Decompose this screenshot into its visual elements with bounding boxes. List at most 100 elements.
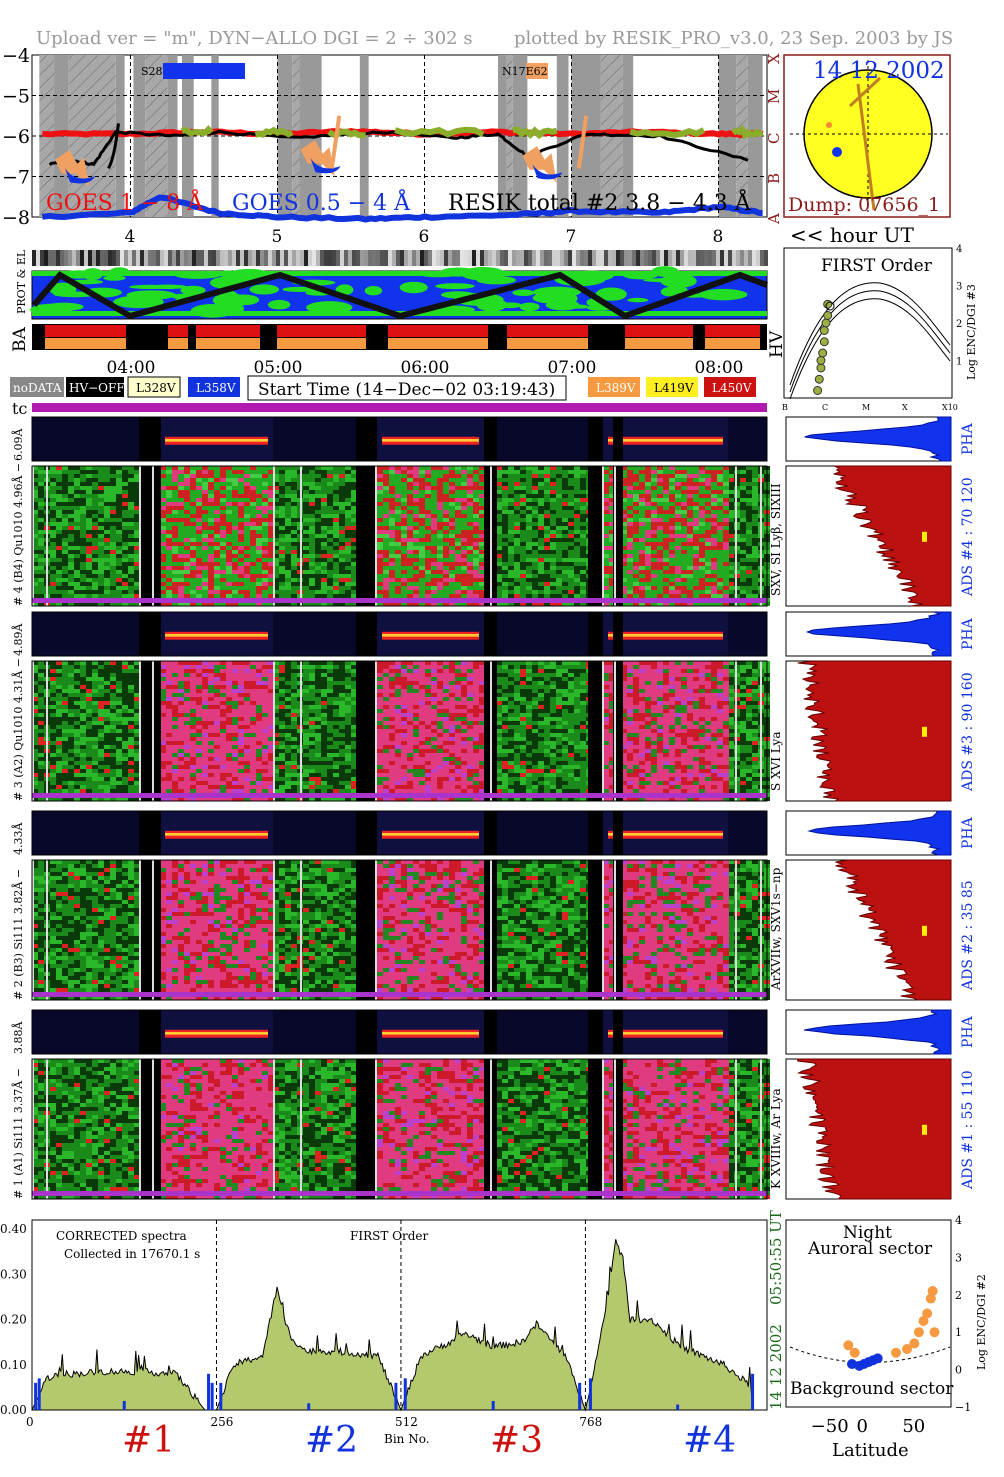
spectrogram-cell [110, 482, 116, 486]
spectrogram-cell [663, 602, 669, 606]
particle-cell [596, 250, 600, 266]
spectrogram-cell [425, 490, 431, 494]
spectrogram-cell [514, 590, 520, 594]
spectrogram-cell [449, 558, 455, 562]
spectrogram-cell [568, 506, 574, 510]
spectrogram-cell [345, 570, 351, 574]
spectrogram-cell [250, 538, 256, 542]
spectrogram-cell [407, 498, 413, 502]
spectrogram-cell [184, 586, 190, 590]
spectrogram-cell [196, 478, 202, 482]
spectrogram-cell [693, 582, 699, 586]
spectrogram-cell [502, 522, 508, 526]
spectrogram-cell [431, 478, 437, 482]
spectrogram-cell [98, 470, 104, 474]
spectrogram-cell [538, 578, 544, 582]
ba-block-red [507, 325, 588, 337]
spectrogram-cell [449, 546, 455, 550]
spectrogram-cell [496, 570, 502, 574]
spectrogram-cell [279, 546, 285, 550]
spectrogram-cell [202, 566, 208, 570]
spectrogram-cell [431, 574, 437, 578]
spectrogram-cell [116, 502, 122, 506]
spectrogram-cell [383, 506, 389, 510]
spectrogram-cell [633, 502, 639, 506]
spectrogram-cell [321, 546, 327, 550]
spectrogram-cell [220, 514, 226, 518]
spectrogram-cell [705, 534, 711, 538]
spectrogram-cell [321, 602, 327, 606]
spectrogram-cell [461, 478, 467, 482]
spectrogram-cell [279, 578, 285, 582]
spectrogram-cell [339, 482, 345, 486]
spectrogram-cell [166, 542, 172, 546]
spectrogram-cell [520, 566, 526, 570]
spectrogram-cell [645, 466, 651, 470]
spectrogram-cell [383, 490, 389, 494]
spectrogram-cell [508, 538, 514, 542]
spectrogram-cell [657, 506, 663, 510]
spectrogram-cell [104, 510, 110, 514]
spectrogram-cell [627, 486, 633, 490]
spectrogram-cell [639, 494, 645, 498]
spectrogram-cell [627, 558, 633, 562]
spectrogram-cell [461, 498, 467, 502]
spectrogram-cell [609, 470, 615, 474]
resik-green-segment [731, 124, 764, 140]
particle-cell [436, 250, 440, 266]
spectrogram-cell [196, 466, 202, 470]
spectrogram-cell [50, 466, 56, 470]
spectrogram-cell [574, 574, 580, 578]
spectrogram-cell [196, 502, 202, 506]
spectrogram-cell [526, 578, 532, 582]
spectrogram-cell [562, 474, 568, 478]
spectrogram-cell [244, 542, 250, 546]
spectrogram-cell [291, 594, 297, 598]
spectrogram-cell [633, 526, 639, 530]
spectrogram-cell [339, 570, 345, 574]
spectrogram-cell [502, 558, 508, 562]
spectrogram-cell [687, 570, 693, 574]
spectrogram-cell [92, 578, 98, 582]
spectrogram-cell [502, 478, 508, 482]
pha-gap [613, 417, 623, 461]
spectrogram-cell [32, 538, 38, 542]
spectrogram-cell [32, 685, 38, 689]
spectrogram-cell [532, 578, 538, 582]
spectrogram-cell [425, 582, 431, 586]
spectrogram-cell [86, 582, 92, 586]
spectrogram-cell [544, 594, 550, 598]
spectrogram-cell [574, 526, 580, 530]
spectrogram-cell [256, 470, 262, 474]
spectrogram-cell [80, 554, 86, 558]
spectrogram-cell [238, 538, 244, 542]
spectrogram-cell [190, 498, 196, 502]
spectrogram-cell [327, 470, 333, 474]
spectrogram-cell [746, 486, 752, 490]
spectrogram-cell [110, 486, 116, 490]
spectrogram-cell [327, 478, 333, 482]
spectrogram-cell [232, 530, 238, 534]
spectrogram-cell [401, 466, 407, 470]
spectrogram-cell [728, 562, 734, 566]
spectrogram-cell [633, 530, 639, 534]
particle-cell [360, 250, 364, 266]
spectrogram-cell [609, 530, 615, 534]
spectrogram-cell [437, 550, 443, 554]
spectrogram-cell [395, 578, 401, 582]
spectrogram-cell [92, 502, 98, 506]
spectrogram-cell [752, 478, 758, 482]
particle-cell [624, 250, 628, 266]
spectrogram-cell [580, 538, 586, 542]
spectrogram-cell [351, 570, 357, 574]
spectrogram-cell [202, 534, 208, 538]
particle-cell [708, 250, 712, 266]
spectrogram-cell [657, 554, 663, 558]
spectrogram-cell [232, 506, 238, 510]
spectrogram-cell [285, 530, 291, 534]
resik-green-segment [180, 125, 214, 137]
spectrogram-cell [532, 594, 538, 598]
spectrogram-cell [321, 466, 327, 470]
spectrogram-cell [681, 478, 687, 482]
spectrogram-cell [455, 558, 461, 562]
